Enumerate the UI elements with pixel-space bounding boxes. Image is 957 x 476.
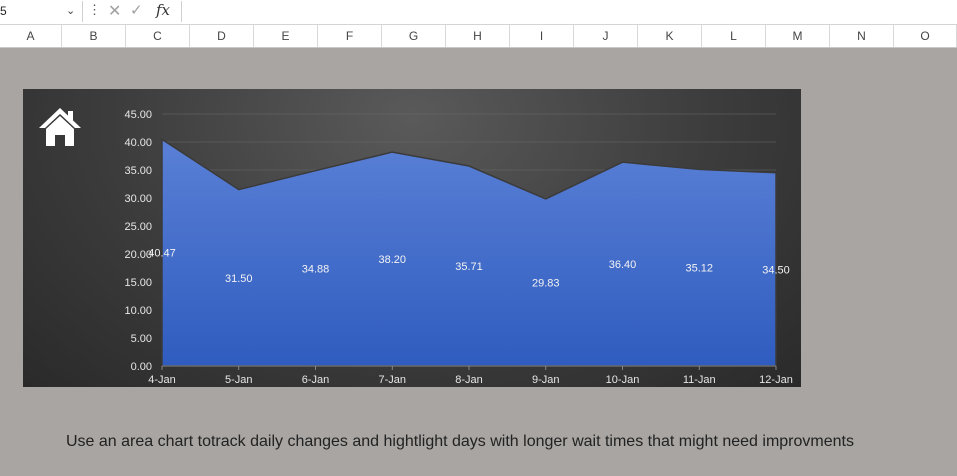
- x-tick-label: 8-Jan: [455, 374, 483, 386]
- data-label: 29.83: [532, 277, 560, 289]
- chevron-down-icon[interactable]: ⌄: [66, 5, 76, 17]
- data-label: 38.20: [378, 254, 406, 266]
- y-tick-label: 30.00: [124, 193, 152, 205]
- more-options-icon[interactable]: ⋮: [88, 2, 101, 17]
- column-header-n[interactable]: N: [830, 25, 894, 47]
- area-chart[interactable]: 0.00 5.00 10.00 15.00 20.00 25.00 30.00 35.00 40…: [23, 89, 801, 387]
- cancel-icon[interactable]: ✕: [108, 3, 122, 20]
- y-tick-label: 45.00: [124, 109, 152, 121]
- name-box[interactable]: 5 ⌄: [0, 1, 83, 22]
- column-header-e[interactable]: E: [254, 25, 318, 47]
- caption-text: Use an area chart totrack daily changes …: [66, 433, 854, 450]
- y-tick-label: 15.00: [124, 277, 152, 289]
- column-header-f[interactable]: F: [318, 25, 382, 47]
- data-label: 31.50: [225, 273, 253, 285]
- x-tick-label: 11-Jan: [683, 374, 716, 386]
- insert-function-icon[interactable]: fx: [156, 1, 171, 19]
- formula-input[interactable]: [181, 1, 957, 22]
- column-header-m[interactable]: M: [766, 25, 830, 47]
- data-label: 40.47: [148, 248, 176, 260]
- data-label: 34.88: [302, 263, 330, 275]
- x-tick-label: 5-Jan: [225, 374, 253, 386]
- column-header-l[interactable]: L: [702, 25, 766, 47]
- column-header-g[interactable]: G: [382, 25, 446, 47]
- area-series[interactable]: [161, 137, 777, 367]
- x-tick-label: 10-Jan: [606, 374, 640, 386]
- x-tick-label: 9-Jan: [532, 374, 560, 386]
- enter-icon[interactable]: ✓: [130, 2, 143, 19]
- column-header-i[interactable]: I: [510, 25, 574, 47]
- y-tick-label: 35.00: [124, 165, 152, 177]
- x-tick-label: 12-Jan: [759, 374, 793, 386]
- column-header-h[interactable]: H: [446, 25, 510, 47]
- y-tick-label: 40.00: [124, 137, 152, 149]
- x-tick-label: 4-Jan: [148, 374, 176, 386]
- y-tick-label: 25.00: [124, 221, 152, 233]
- data-label: 35.12: [685, 263, 713, 275]
- formula-bar: 5 ⌄ ⋮ ✕ ✓ fx: [0, 0, 957, 25]
- data-label: 35.71: [455, 261, 483, 273]
- chart-plot: 0.00 5.00 10.00 15.00 20.00 25.00 30.00 35.00 40…: [124, 109, 793, 386]
- x-tick-label: 6-Jan: [302, 374, 330, 386]
- column-header-d[interactable]: D: [190, 25, 254, 47]
- y-tick-label: 0.00: [131, 361, 152, 373]
- y-tick-label: 10.00: [124, 305, 152, 317]
- column-header-k[interactable]: K: [638, 25, 702, 47]
- column-header-a[interactable]: A: [0, 25, 62, 47]
- name-box-value: 5: [0, 4, 7, 18]
- data-label: 36.40: [609, 259, 637, 271]
- column-header-c[interactable]: C: [126, 25, 190, 47]
- column-header-b[interactable]: B: [62, 25, 126, 47]
- column-header-o[interactable]: O: [894, 25, 957, 47]
- home-icon[interactable]: [37, 106, 83, 148]
- x-tick-label: 7-Jan: [378, 374, 406, 386]
- data-label: 34.50: [762, 264, 790, 276]
- y-tick-label: 20.00: [124, 249, 152, 261]
- y-tick-label: 5.00: [131, 333, 152, 345]
- column-header-j[interactable]: J: [574, 25, 638, 47]
